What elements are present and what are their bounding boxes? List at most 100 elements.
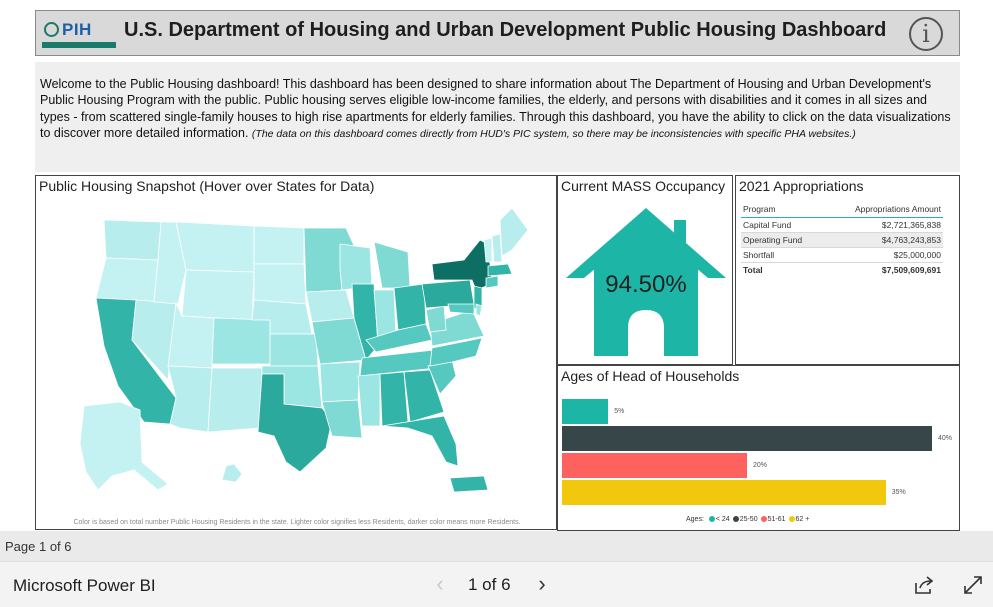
table-row[interactable]: Operating Fund $4,763,243,853	[741, 232, 943, 248]
intro-note: (The data on this dashboard comes direct…	[251, 127, 856, 140]
legend-dot	[708, 516, 715, 522]
state-michigan[interactable]	[373, 241, 411, 289]
logo-text: PIH	[62, 20, 92, 39]
state-hawaii[interactable]	[221, 463, 243, 483]
page-status-bar: Page 1 of 6	[0, 531, 993, 561]
legend-item-label[interactable]: 62 +	[795, 516, 810, 523]
column-header-amount[interactable]: Appropriations Amount	[824, 202, 943, 218]
state-texas[interactable]	[257, 373, 333, 473]
info-button[interactable]: i	[909, 17, 943, 51]
state-iowa[interactable]	[305, 289, 355, 323]
state-virginia[interactable]	[429, 309, 485, 347]
state-georgia[interactable]	[403, 369, 445, 423]
state-north-dakota[interactable]	[253, 225, 305, 265]
legend-item-label[interactable]: < 24	[715, 516, 730, 523]
row-program: Operating Fund	[741, 232, 825, 248]
map-visual[interactable]: Public Housing Snapshot (Hover over Stat…	[35, 175, 557, 530]
ages-chart-visual[interactable]: Ages of Head of Households 5% 40% 20% 35% A…	[557, 365, 960, 531]
state-florida[interactable]	[381, 415, 459, 467]
state-new-hampshire[interactable]	[491, 233, 503, 263]
row-amount: $25,000,000	[824, 247, 943, 263]
legend-dot	[732, 516, 739, 522]
state-louisiana[interactable]	[321, 399, 363, 439]
column-header-program[interactable]: Program	[741, 202, 825, 218]
ages-chart-title: Ages of Head of Households	[561, 368, 740, 384]
bar-data-label: 40%	[938, 435, 953, 442]
state-alabama[interactable]	[379, 371, 409, 427]
occupancy-card[interactable]: Current MASS Occupancy 94.50%	[557, 175, 733, 365]
bar-62[interactable]	[562, 480, 886, 505]
report-canvas: PIH U.S. Department of Housing and Urban…	[35, 10, 960, 531]
state-arkansas[interactable]	[319, 361, 361, 403]
state-maine[interactable]	[499, 207, 529, 257]
appropriations-title: 2021 Appropriations	[739, 178, 864, 194]
state-kentucky[interactable]	[365, 323, 433, 353]
legend-items: < 24 25-50 51-61 62 +	[706, 516, 809, 523]
state-washington[interactable]	[103, 219, 162, 261]
fullscreen-icon[interactable]	[961, 573, 985, 597]
state-massachusetts[interactable]	[487, 263, 513, 277]
table-row[interactable]: Shortfall $25,000,000	[741, 247, 943, 263]
state-oregon[interactable]	[95, 257, 159, 303]
pih-logo: PIH	[40, 18, 116, 50]
state-mississippi[interactable]	[357, 373, 381, 427]
state-south-dakota[interactable]	[253, 263, 307, 305]
page-title: U.S. Department of Housing and Urban Dev…	[124, 19, 887, 41]
state-wisconsin[interactable]	[339, 243, 373, 291]
state-vermont[interactable]	[483, 237, 493, 263]
row-program: Capital Fund	[741, 217, 825, 233]
state-colorado[interactable]	[211, 317, 271, 365]
table-row[interactable]: Capital Fund $2,721,365,838	[741, 217, 943, 233]
page-navigation-label: 1 of 6	[468, 575, 511, 594]
occupancy-value: 94.50%	[605, 271, 687, 298]
state-new-mexico[interactable]	[207, 367, 263, 433]
state-wyoming[interactable]	[181, 269, 255, 321]
total-label: Total	[743, 265, 763, 275]
bar-25-50[interactable]	[562, 426, 932, 451]
bar-24[interactable]	[562, 399, 609, 424]
intro-text: Welcome to the Public Housing dashboard!…	[40, 77, 951, 140]
bar-data-label: 35%	[891, 489, 906, 496]
next-page-button[interactable]: ›	[538, 571, 546, 596]
dashboard-header: PIH U.S. Department of Housing and Urban…	[35, 10, 960, 56]
row-program: Shortfall	[741, 247, 825, 263]
legend-item-label[interactable]: 51-61	[767, 516, 786, 523]
row-amount: $4,763,243,853	[824, 232, 943, 248]
bar-51-61[interactable]	[562, 453, 747, 478]
share-icon[interactable]	[912, 573, 936, 597]
bar-data-label: 20%	[753, 462, 768, 469]
state-kansas[interactable]	[269, 333, 319, 367]
map-title: Public Housing Snapshot (Hover over Stat…	[39, 178, 375, 194]
ages-legend: Ages: < 24 25-50 51-61 62 +	[686, 516, 809, 523]
state-ohio[interactable]	[393, 283, 427, 331]
table-header-row: Program Appropriations Amount	[741, 202, 943, 218]
legend-title: Ages:	[686, 516, 704, 523]
territory-puerto-rico[interactable]	[449, 475, 489, 493]
state-delaware[interactable]	[475, 303, 483, 317]
previous-page-button[interactable]: ‹	[436, 571, 444, 596]
logo-bar	[42, 42, 116, 48]
state-maryland[interactable]	[447, 303, 475, 315]
legend-dot	[788, 516, 795, 522]
powerbi-footer: Microsoft Power BI ‹ 1 of 6 ›	[0, 561, 993, 607]
state-montana[interactable]	[175, 221, 255, 273]
state-connecticut[interactable]	[485, 275, 499, 289]
legend-dot	[760, 516, 767, 522]
legend-item-label[interactable]: 25-50	[739, 516, 758, 523]
table-total-row: Total $7,509,609,691	[741, 263, 943, 278]
us-map[interactable]	[36, 200, 556, 500]
state-north-carolina[interactable]	[429, 337, 483, 367]
state-west-virginia[interactable]	[425, 305, 447, 333]
bar-data-label: 5%	[614, 408, 625, 415]
appropriations-table-visual[interactable]: 2021 Appropriations Program Appropriatio…	[735, 175, 960, 365]
total-amount: $7,509,609,691	[881, 265, 941, 275]
brand-label: Microsoft Power BI	[13, 576, 156, 595]
page-indicator: Page 1 of 6	[5, 539, 72, 554]
intro-text-box: Welcome to the Public Housing dashboard!…	[35, 62, 960, 172]
occupancy-title: Current MASS Occupancy	[561, 178, 726, 194]
state-alaska[interactable]	[79, 401, 169, 491]
hud-seal-icon	[44, 22, 59, 37]
appropriations-table: Program Appropriations Amount Capital Fu…	[741, 202, 943, 277]
house-icon	[566, 208, 726, 356]
row-amount: $2,721,365,838	[824, 217, 943, 233]
